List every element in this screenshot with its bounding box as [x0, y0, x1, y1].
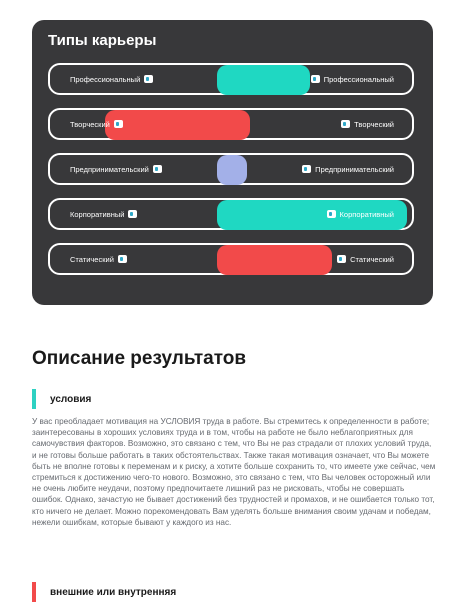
score-bar	[217, 155, 247, 185]
right-label: Корпоративный	[339, 209, 394, 219]
score-bar	[217, 65, 310, 95]
right-indicator-icon	[341, 120, 351, 128]
right-indicator-icon	[310, 75, 320, 83]
left-indicator-icon	[152, 165, 162, 173]
section-title-conditions: условия	[32, 389, 91, 409]
left-label: Профессиональный	[70, 74, 141, 84]
right-label: Предпринимательский	[315, 164, 394, 174]
right-label: Творческий	[354, 119, 394, 129]
right-indicator-icon	[337, 255, 347, 263]
section-title-text: условия	[50, 393, 92, 405]
left-indicator-icon	[117, 255, 127, 263]
career-row-entrepreneurial: Предпринимательский Предпринимательский	[48, 153, 414, 185]
score-bar	[217, 245, 332, 275]
career-row-static: Статический Статический	[48, 243, 414, 275]
right-label: Профессиональный	[323, 74, 394, 84]
results-heading: Описание результатов	[32, 348, 247, 369]
left-label: Статический	[70, 254, 114, 264]
left-indicator-icon	[113, 120, 123, 128]
career-types-card: Типы карьеры Профессиональный Профессион…	[32, 20, 433, 305]
left-label: Предпринимательский	[70, 164, 149, 174]
career-row-professional: Профессиональный Профессиональный	[48, 63, 414, 95]
career-row-corporate: Корпоративный Корпоративный	[48, 198, 414, 230]
right-label: Статический	[350, 254, 394, 264]
section-description: У вас преобладает мотивация на УСЛОВИЯ т…	[32, 417, 436, 527]
right-indicator-icon	[326, 210, 336, 218]
left-label: Корпоративный	[70, 209, 125, 219]
section-title-text: внешние или внутренняя	[50, 586, 177, 598]
left-indicator-icon	[144, 75, 154, 83]
card-title: Типы карьеры	[48, 32, 157, 49]
score-bar	[217, 200, 407, 230]
left-label: Творческий	[70, 119, 110, 129]
career-row-creative: Творческий Творческий	[48, 108, 414, 140]
score-bar	[105, 110, 250, 140]
left-indicator-icon	[128, 210, 138, 218]
right-indicator-icon	[302, 165, 312, 173]
section-title-external-internal: внешние или внутренняя	[32, 582, 176, 602]
